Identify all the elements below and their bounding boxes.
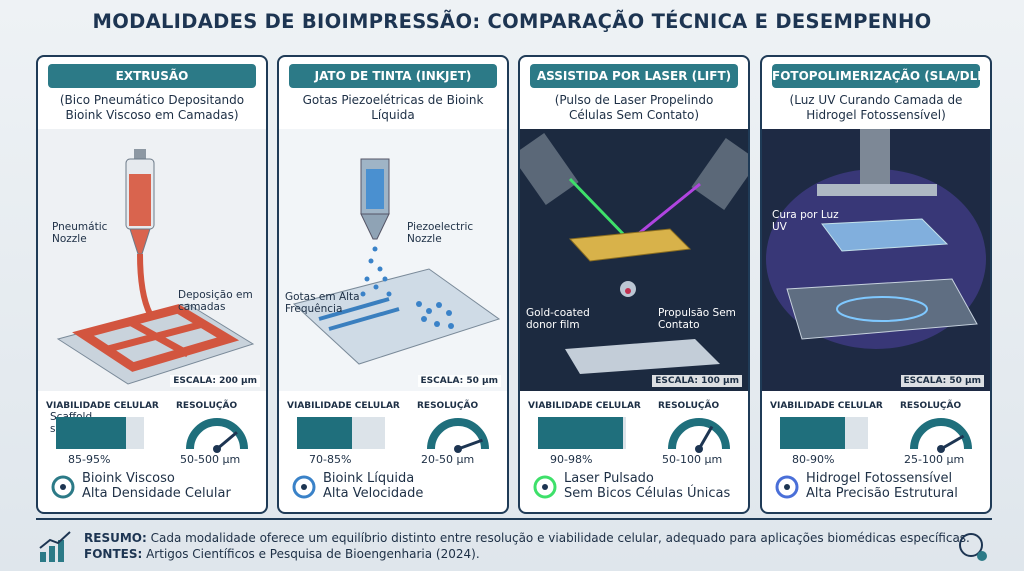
- scale-label: ESCALA: 50 µm: [417, 375, 501, 387]
- feature-icon: [774, 473, 800, 501]
- viability-label: VIABILIDADE CELULAR: [528, 401, 641, 411]
- feature: Alta Precisão Estrutural: [806, 486, 958, 501]
- illustration: [762, 129, 990, 391]
- feature: Alta Densidade Celular: [82, 486, 231, 501]
- viability-label: VIABILIDADE CELULAR: [46, 401, 159, 411]
- icon: [292, 475, 316, 499]
- illustration-art: [520, 129, 748, 391]
- panel: JATO DE TINTA (INKJET) Gotas Piezoelétric…: [277, 55, 509, 514]
- features: Hidrogel Fotossensível Alta Precisão Estr…: [806, 471, 958, 501]
- annotation: Pneumátic Nozzle: [52, 221, 108, 245]
- icon: [51, 475, 75, 499]
- annotation: Gotas em Alta Frequência: [285, 291, 360, 315]
- illustration: [279, 129, 507, 391]
- resolution-label: RESOLUÇÃO: [417, 401, 479, 411]
- feature: Hidrogel Fotossensível: [806, 471, 953, 486]
- viability-value: 85-95%: [68, 453, 111, 466]
- panel: ASSISTIDA POR LASER (LIFT) (Pulso de Lase…: [518, 55, 750, 514]
- feature: Bioink Líquida: [323, 471, 415, 486]
- viability-fill: [538, 417, 623, 449]
- panel-subtitle: Gotas Piezoelétricas de Bioink Líquida: [302, 93, 484, 122]
- resolution-label: RESOLUÇÃO: [900, 401, 962, 411]
- viability-value: 80-90%: [792, 453, 835, 466]
- gauge: [186, 418, 248, 453]
- viability-bar: [780, 417, 868, 449]
- features: Bioink Viscoso Alta Densidade Celular: [82, 471, 231, 501]
- sources: Artigos Científicos e Pesquisa de Bioeng…: [146, 547, 480, 561]
- summary-line: RESUMO: Cada modalidade oferece um equil…: [84, 530, 974, 546]
- illustration: [38, 129, 266, 391]
- viability-fill: [56, 417, 126, 449]
- panel: FOTOPOLIMERIZAÇÃO (SLA/DLP) (Luz UV Curan…: [760, 55, 992, 514]
- viability-bar: [297, 417, 385, 449]
- summary-label: RESUMO:: [84, 531, 147, 545]
- resolution-gauge: [423, 413, 493, 453]
- annotation: Deposição em camadas: [178, 289, 253, 313]
- illustration-art: [762, 129, 990, 391]
- resolution-gauge: [182, 413, 252, 453]
- viability-label: VIABILIDADE CELULAR: [287, 401, 400, 411]
- panel-header: ASSISTIDA POR LASER (LIFT): [530, 64, 738, 88]
- panel-header: FOTOPOLIMERIZAÇÃO (SLA/DLP): [772, 64, 990, 88]
- viability-bar: [538, 417, 626, 449]
- annotation: Gold-coated donor film: [526, 307, 590, 331]
- resolution-value: 50-100 µm: [662, 453, 723, 466]
- footer: RESUMO: Cada modalidade oferece um equil…: [36, 518, 992, 570]
- resolution-value: 50-500 µm: [180, 453, 241, 466]
- resolution-value: 25-100 µm: [904, 453, 965, 466]
- panel-header: EXTRUSÃO: [48, 64, 256, 88]
- feature-icon: [532, 473, 558, 501]
- viability-bar: [56, 417, 144, 449]
- viability-label: VIABILIDADE CELULAR: [770, 401, 883, 411]
- summary: Cada modalidade oferece um equilíbrio di…: [150, 531, 970, 545]
- resolution-label: RESOLUÇÃO: [176, 401, 238, 411]
- annotation: Propulsão Sem Contato: [658, 307, 736, 331]
- feature: Laser Pulsado: [564, 471, 654, 486]
- viability-value: 90-98%: [550, 453, 593, 466]
- annotation: Piezoelectric Nozzle: [407, 221, 474, 245]
- illustration-art: [38, 129, 266, 391]
- features: Laser Pulsado Sem Bicos Células Únicas: [564, 471, 730, 501]
- panel-subtitle: (Luz UV Curando Camada de Hidrogel Fotos…: [789, 93, 963, 122]
- chart-icon: [39, 531, 71, 562]
- brain-icon: [959, 533, 987, 561]
- resolution-label: RESOLUÇÃO: [658, 401, 720, 411]
- resolution-value: 20-50 µm: [421, 453, 475, 466]
- scale-label: ESCALA: 100 µm: [652, 375, 742, 387]
- viability-fill: [780, 417, 845, 449]
- sources-label: FONTES:: [84, 547, 143, 561]
- sources-line: FONTES: Artigos Científicos e Pesquisa d…: [84, 546, 974, 562]
- gauge: [427, 418, 489, 453]
- page-title: MODALIDADES DE BIOIMPRESSÃO: COMPARAÇÃO …: [92, 10, 932, 33]
- scale-label: ESCALA: 200 µm: [170, 375, 260, 387]
- feature: Bioink Viscoso: [82, 471, 175, 486]
- icon: [533, 475, 557, 499]
- annotation: Cura por Luz UV: [772, 209, 839, 233]
- gauge: [910, 418, 972, 453]
- feature: Alta Velocidade: [323, 486, 424, 501]
- resolution-gauge: [906, 413, 976, 453]
- scale-label: ESCALA: 50 µm: [900, 375, 984, 387]
- panel-header: JATO DE TINTA (INKJET): [289, 64, 497, 88]
- icon: [775, 475, 799, 499]
- panel-subtitle: (Bico Pneumático Depositando Bioink Visc…: [59, 93, 245, 122]
- footer-text: RESUMO: Cada modalidade oferece um equil…: [84, 530, 974, 562]
- viability-fill: [297, 417, 352, 449]
- feature: Sem Bicos Células Únicas: [564, 486, 731, 501]
- features: Bioink Líquida Alta Velocidade: [323, 471, 423, 501]
- feature-icon: [50, 473, 76, 501]
- panel-subtitle: (Pulso de Laser Propelindo Células Sem C…: [554, 93, 714, 122]
- illustration: [520, 129, 748, 391]
- illustration-art: [279, 129, 507, 391]
- resolution-gauge: [664, 413, 734, 453]
- gauge: [668, 418, 730, 453]
- feature-icon: [291, 473, 317, 501]
- panel: EXTRUSÃO (Bico Pneumático Depositando Bio…: [36, 55, 268, 514]
- viability-value: 70-85%: [309, 453, 352, 466]
